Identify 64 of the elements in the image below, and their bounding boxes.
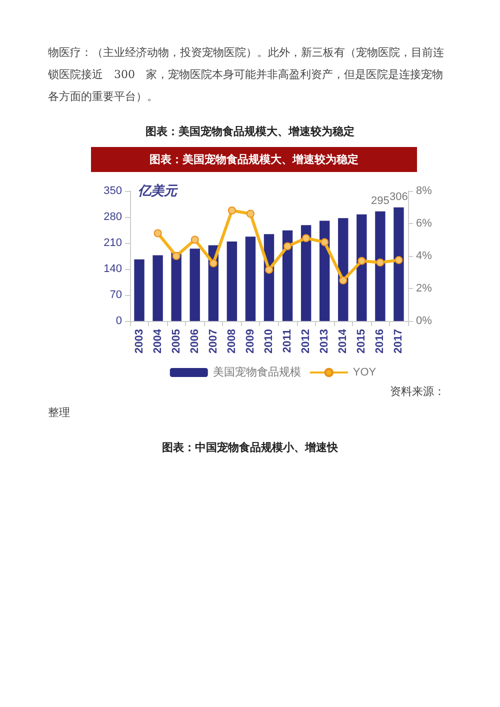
bar — [300, 225, 312, 321]
x-tick-label: 2009 — [244, 329, 256, 354]
text: 图表：中国宠物食品规模小、增速快 — [161, 440, 339, 455]
x-tick-label: 2014 — [337, 328, 350, 354]
bar — [245, 236, 256, 321]
y2-tick-label: 0% — [416, 315, 432, 327]
bar — [190, 248, 200, 321]
x-tick-label: 2005 — [170, 329, 182, 354]
x-tick-label: 2013 — [318, 329, 331, 354]
text: 整理 — [48, 405, 70, 420]
point — [358, 256, 366, 265]
y2-tick-label: 2% — [416, 282, 432, 294]
bar — [171, 252, 182, 321]
point — [320, 238, 329, 246]
point — [228, 206, 236, 214]
x-tick-label: 2007 — [207, 329, 220, 354]
text: 资料来源： — [390, 384, 445, 399]
x-tick-label: 2012 — [300, 329, 312, 354]
bar — [375, 211, 386, 321]
bar — [356, 214, 367, 321]
y-tick-label: 280 — [104, 211, 122, 223]
data-label: 306 — [390, 190, 408, 203]
y2-tick-label: 8% — [416, 185, 432, 197]
bar — [226, 242, 238, 321]
x-tick-label: 2003 — [133, 329, 146, 354]
x-tick-label: 2010 — [263, 329, 275, 354]
x-tick-label: 2017 — [392, 329, 405, 354]
x-tick-label: 2015 — [356, 329, 368, 354]
point — [376, 258, 384, 266]
y-axis-title: 亿美元 — [138, 183, 179, 199]
y-tick-label: 210 — [104, 237, 122, 249]
x-tick-label: 2004 — [152, 328, 164, 354]
chart-title: 图表：美国宠物食品规模大、增速较为稳定 — [144, 124, 356, 139]
y2-tick-label: 6% — [416, 218, 432, 230]
chart-subtitle: 图表：美国宠物食品规模大、增速较为稳定 — [91, 147, 417, 172]
point — [284, 242, 292, 250]
x-tick-label: 2011 — [282, 329, 294, 353]
point — [339, 276, 348, 284]
x-tick-label: 2008 — [226, 329, 238, 354]
legend-label: YOY — [352, 366, 377, 378]
point — [190, 236, 199, 244]
y-tick-label: 70 — [110, 289, 122, 301]
point — [154, 229, 162, 238]
point — [302, 234, 310, 242]
data-label: 295 — [371, 194, 390, 207]
y-tick-label: 350 — [104, 185, 122, 197]
bar — [152, 255, 163, 321]
point — [246, 210, 254, 218]
point — [394, 256, 403, 264]
x-tick-label: 2006 — [188, 329, 201, 354]
point — [209, 259, 218, 268]
y2-tick-label: 4% — [416, 250, 432, 262]
bar — [394, 207, 404, 321]
point — [265, 266, 273, 274]
bar — [320, 220, 330, 321]
point — [172, 252, 180, 260]
y-tick-label: 140 — [104, 263, 122, 275]
y-tick-label: 0 — [116, 315, 122, 327]
x-tick-label: 2016 — [374, 329, 386, 354]
bar — [338, 218, 348, 321]
legend-label: 美国宠物食品规模 — [212, 366, 301, 378]
text: 物医疗：（主业经济动物，投资宠物医院）。此外，新三板有（宠物医院，目前连锁医院接近 300 家，宠物医院本身可能并非高盈利资产，但是医院是连接宠物各方面的重要平台）。 — [48, 45, 445, 105]
bar — [134, 259, 144, 321]
bar — [282, 230, 293, 321]
